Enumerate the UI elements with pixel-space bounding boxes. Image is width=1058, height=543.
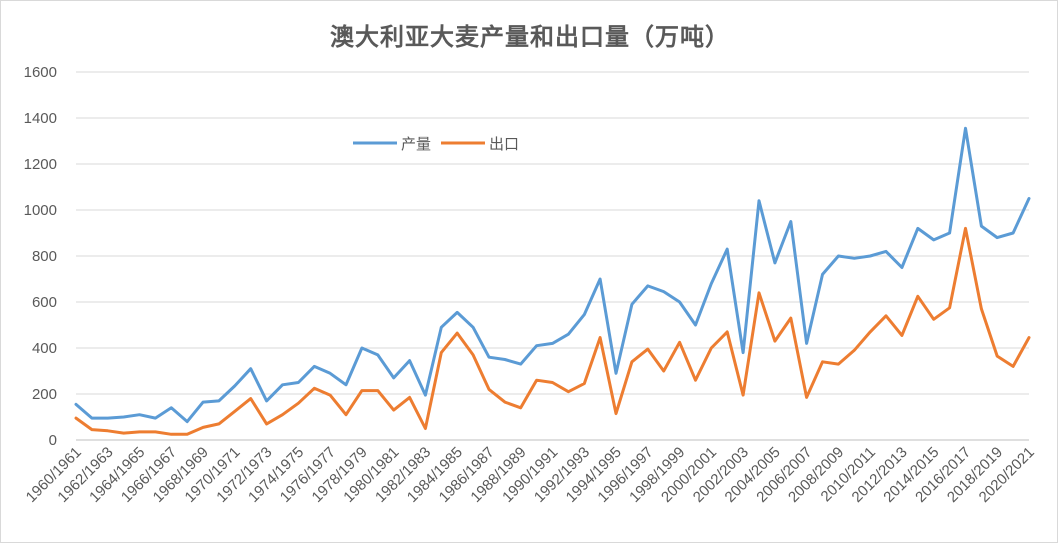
x-axis-ticks: 1960/19611962/19631964/19651966/19671968… — [23, 444, 1038, 506]
y-tick-label: 1400 — [24, 110, 57, 127]
y-tick-label: 1200 — [24, 156, 57, 173]
y-tick-label: 1000 — [24, 202, 57, 219]
y-tick-label: 0 — [49, 432, 57, 449]
series-line-production — [74, 126, 1031, 424]
series-line-export — [74, 226, 1031, 436]
legend-label-production: 产量 — [401, 135, 431, 153]
y-tick-label: 200 — [32, 386, 57, 403]
gridlines — [76, 71, 1029, 441]
legend-label-export: 出口 — [489, 135, 519, 153]
y-tick-label: 400 — [32, 340, 57, 357]
series-lines — [74, 126, 1031, 436]
y-axis-ticks: 0 200 400 600 800 1000 1200 1400 1600 — [24, 64, 57, 449]
y-tick-label: 800 — [32, 248, 57, 265]
chart-title: 澳大利亚大麦产量和出口量（万吨） — [330, 23, 730, 51]
y-tick-label: 1600 — [24, 64, 57, 81]
legend: 产量 出口 — [353, 135, 519, 153]
y-tick-label: 600 — [32, 294, 57, 311]
